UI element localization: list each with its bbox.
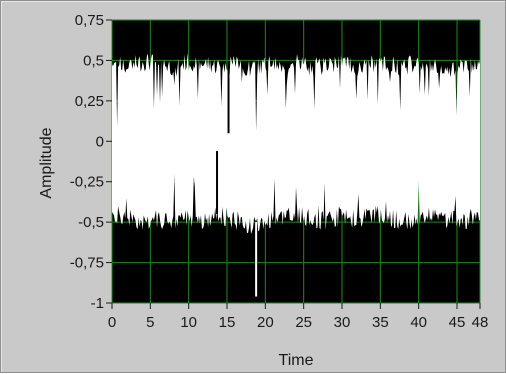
- y-tick-label: -0,75: [70, 255, 104, 272]
- x-axis-ticks: 0 5 10 15 20 25 30 35 40 45 48: [108, 303, 489, 331]
- x-tick-label: 10: [180, 314, 197, 331]
- y-tick-label: -0,5: [78, 214, 104, 231]
- x-tick-label: 0: [108, 314, 116, 331]
- signal-envelope-area: [112, 52, 480, 235]
- x-tick-label: 45: [449, 314, 466, 331]
- x-tick-label: 35: [372, 314, 389, 331]
- y-tick-label: -1: [91, 295, 104, 312]
- y-axis-title: Amplitude: [38, 127, 55, 198]
- y-tick-label: 0,25: [75, 93, 104, 110]
- x-axis-title: Time: [279, 352, 314, 369]
- x-tick-label: 40: [410, 314, 427, 331]
- y-tick-label: 0: [96, 133, 104, 150]
- y-tick-label: 0,75: [75, 12, 104, 29]
- x-tick-label: 15: [219, 314, 236, 331]
- x-tick-label: 5: [146, 314, 154, 331]
- y-axis-ticks: 0,75 0,5 0,25 0 -0,25 -0,5 -0,75 -1: [70, 12, 112, 312]
- x-tick-label: 25: [295, 314, 312, 331]
- x-tick-label: 48: [472, 314, 489, 331]
- y-tick-label: -0,25: [70, 174, 104, 191]
- x-tick-label: 30: [334, 314, 351, 331]
- x-tick-label: 20: [257, 314, 274, 331]
- signal-series: [112, 52, 480, 297]
- y-tick-label: 0,5: [83, 52, 104, 69]
